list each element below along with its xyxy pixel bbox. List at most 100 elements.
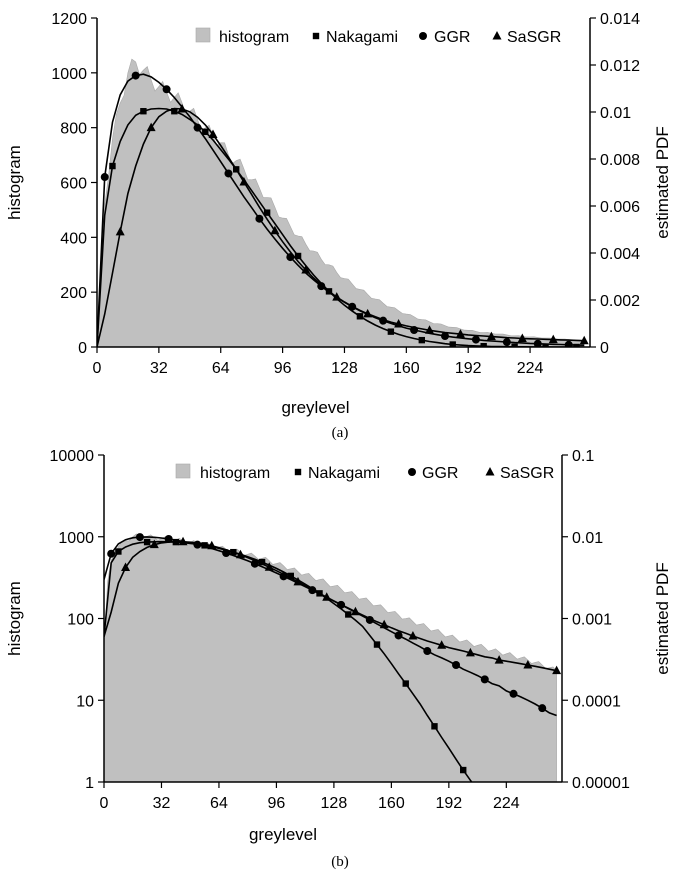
y2-axis-title: estimated PDF bbox=[653, 562, 672, 674]
x-tick-label: 96 bbox=[268, 795, 286, 812]
nakagami-marker bbox=[402, 680, 409, 687]
sasgr-marker bbox=[322, 592, 332, 601]
legend-nakagami-marker bbox=[294, 468, 302, 476]
y2-tick-label: 0.0001 bbox=[572, 693, 621, 710]
ggr-marker bbox=[193, 123, 202, 132]
y2-tick-label: 0.01 bbox=[572, 530, 603, 547]
y2-tick-label: 0.00001 bbox=[572, 775, 630, 792]
legend-label-nakagami: Nakagami bbox=[308, 465, 380, 482]
y-tick-label: 600 bbox=[60, 176, 87, 193]
y-axis-title: histogram bbox=[5, 145, 24, 220]
sasgr-marker bbox=[552, 665, 562, 675]
x-tick-label: 224 bbox=[493, 795, 520, 812]
sasgr-marker bbox=[437, 640, 447, 649]
sasgr-marker bbox=[178, 536, 188, 546]
x-tick-label: 0 bbox=[100, 795, 109, 812]
sasgr-marker bbox=[264, 562, 274, 571]
y-tick-label: 1 bbox=[85, 775, 94, 792]
legend-sasgr-marker bbox=[485, 467, 495, 476]
ggr-marker bbox=[394, 631, 403, 640]
sasgr-marker bbox=[455, 329, 465, 338]
sasgr-marker bbox=[293, 576, 303, 586]
sasgr-marker bbox=[239, 176, 249, 186]
y-tick-label: 10000 bbox=[50, 448, 95, 465]
sasgr-marker bbox=[301, 264, 311, 274]
nakagami-marker bbox=[263, 209, 271, 216]
sasgr-marker bbox=[486, 331, 496, 341]
ggr-marker bbox=[538, 704, 547, 713]
legend-label-sasgr: SaSGR bbox=[500, 465, 554, 482]
sasgr-marker bbox=[408, 631, 418, 640]
y-tick-label: 100 bbox=[67, 612, 94, 629]
sasgr-marker bbox=[121, 562, 131, 572]
plot-area bbox=[104, 533, 562, 782]
nakagami-marker bbox=[287, 572, 294, 580]
sasgr-marker bbox=[523, 659, 533, 669]
nakagami-marker bbox=[480, 342, 487, 347]
y2-tick-label: 0.006 bbox=[600, 199, 640, 216]
sasgr-marker bbox=[379, 619, 389, 629]
ggr-marker bbox=[452, 660, 461, 669]
x-tick-label: 0 bbox=[93, 360, 102, 377]
sasgr-marker bbox=[332, 292, 342, 301]
sasgr-marker bbox=[363, 308, 373, 318]
x-tick-label: 160 bbox=[378, 795, 405, 812]
legend-histogram-swatch bbox=[195, 27, 211, 43]
sasgr-marker bbox=[207, 540, 217, 550]
nakagami-marker bbox=[143, 538, 151, 546]
ggr-marker bbox=[224, 169, 233, 178]
chart-panel-a: 0 32 64 96 128 160 192 224 0 200 400 600 800 1000 1200… bbox=[5, 11, 672, 441]
figure-caption: (a) bbox=[332, 425, 349, 441]
ggr-marker bbox=[441, 332, 449, 341]
legend-label-ggr: GGR bbox=[434, 29, 470, 46]
nakagami-marker bbox=[171, 108, 178, 115]
nakagami-marker bbox=[511, 343, 518, 347]
x-tick-label: 192 bbox=[435, 795, 462, 812]
x-tick-label: 160 bbox=[393, 360, 420, 377]
sasgr-marker bbox=[177, 104, 187, 113]
sasgr-marker bbox=[115, 226, 125, 236]
x-tick-label: 32 bbox=[153, 795, 171, 812]
ggr-marker bbox=[100, 173, 109, 182]
nakagami-marker bbox=[345, 611, 352, 618]
sasgr-marker bbox=[394, 318, 404, 328]
legend-label-ggr: GGR bbox=[422, 465, 458, 482]
x-tick-label: 128 bbox=[321, 795, 348, 812]
x-tick-label: 64 bbox=[212, 360, 230, 377]
x-axis-title: greylevel bbox=[249, 825, 317, 844]
x-tick-label: 128 bbox=[331, 360, 358, 377]
y-tick-label: 1200 bbox=[51, 11, 87, 28]
figure-caption: (b) bbox=[331, 854, 349, 870]
nakagami-marker bbox=[460, 766, 467, 774]
nakagami-marker bbox=[387, 328, 395, 335]
nakagami-marker bbox=[109, 162, 116, 170]
nakagami-marker bbox=[373, 641, 381, 648]
y-tick-label: 1000 bbox=[51, 66, 87, 83]
y2-tick-label: 0 bbox=[600, 340, 609, 357]
x-axis-title: greylevel bbox=[281, 398, 349, 417]
ggr-marker bbox=[533, 339, 542, 347]
ggr-marker bbox=[131, 71, 140, 80]
sasgr-marker bbox=[494, 655, 504, 664]
y2-tick-label: 0.001 bbox=[572, 612, 612, 629]
legend-sasgr-marker bbox=[492, 31, 502, 40]
ggr-marker bbox=[107, 549, 116, 558]
x-tick-label: 96 bbox=[274, 360, 292, 377]
legend-ggr-marker bbox=[419, 32, 427, 40]
y-axis-title: histogram bbox=[5, 581, 24, 656]
ggr-marker bbox=[135, 533, 144, 542]
y2-tick-label: 0.014 bbox=[600, 11, 640, 28]
legend-nakagami-marker bbox=[312, 32, 320, 40]
y2-tick-label: 0.008 bbox=[600, 152, 640, 169]
sasgr-marker bbox=[146, 122, 156, 132]
ggr-marker bbox=[471, 335, 480, 344]
sasgr-marker bbox=[548, 334, 558, 344]
ggr-marker bbox=[502, 338, 511, 347]
sasgr-marker bbox=[270, 225, 280, 235]
sasgr-marker bbox=[236, 549, 246, 559]
plot-area bbox=[97, 58, 590, 347]
ggr-marker bbox=[162, 85, 171, 94]
y2-tick-label: 0.1 bbox=[572, 448, 594, 465]
sasgr-marker bbox=[208, 129, 218, 139]
